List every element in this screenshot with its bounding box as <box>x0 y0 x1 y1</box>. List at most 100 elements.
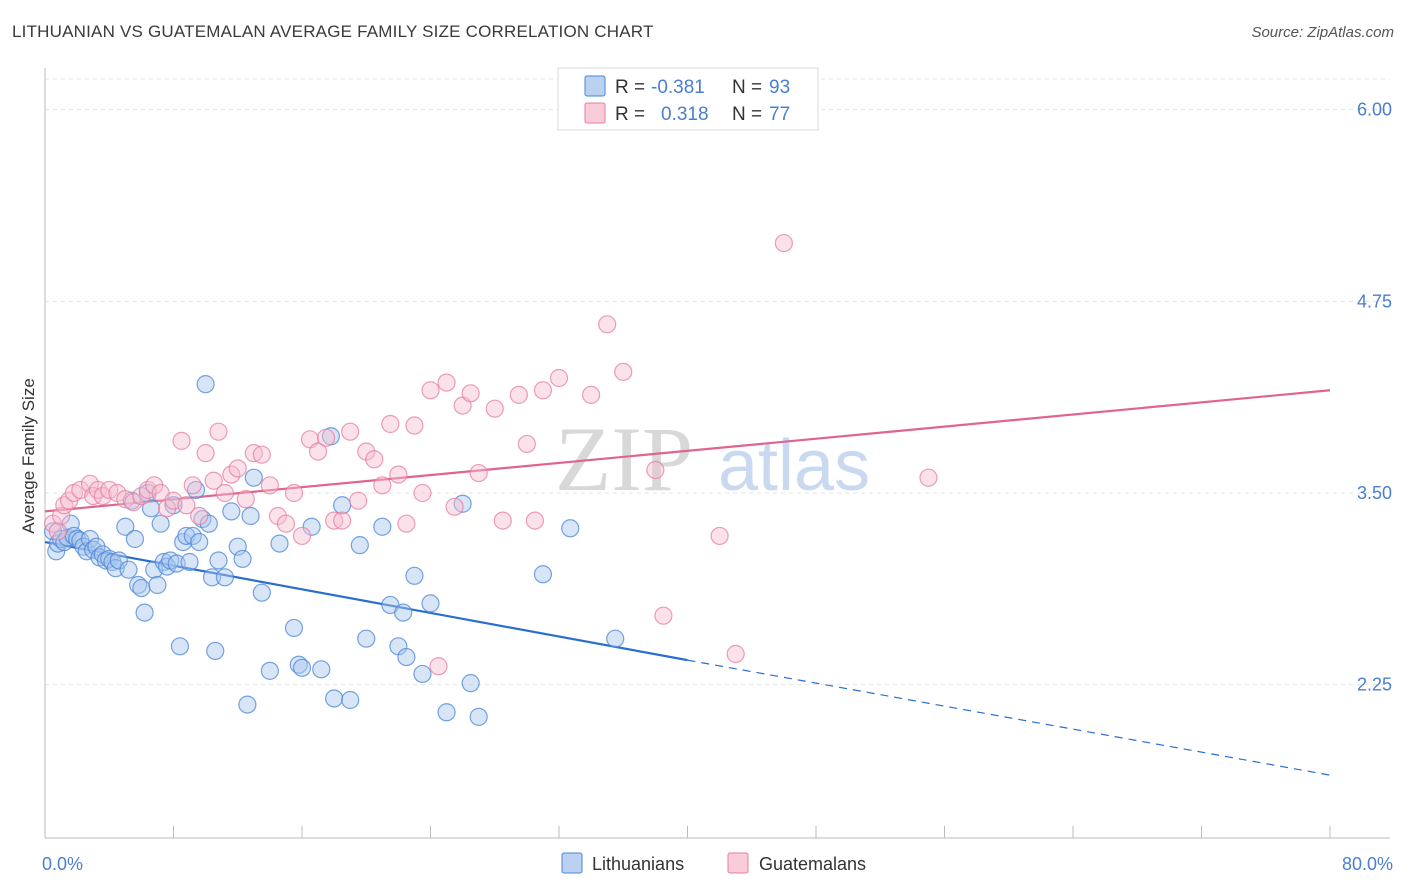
lithuanian-point <box>312 660 331 679</box>
chart-title: LITHUANIAN VS GUATEMALAN AVERAGE FAMILY … <box>12 22 654 41</box>
lithuanian-point <box>148 575 167 595</box>
lithuanian-point <box>302 517 321 536</box>
guatemalan-point <box>365 450 384 469</box>
guatemalan-point <box>429 657 448 676</box>
guatemalan-point <box>284 483 304 503</box>
legend-swatch-lithuanians <box>584 75 606 97</box>
guatemalan-point <box>549 368 569 388</box>
lithuanian-point <box>141 499 161 518</box>
lithuanian-point <box>413 664 432 684</box>
lithuanian-point <box>116 517 135 536</box>
guatemalan-point <box>654 606 673 625</box>
guatemalan-point <box>204 471 223 490</box>
legend-n-value-2: 77 <box>769 104 790 125</box>
lithuanian-point <box>561 519 580 538</box>
guatemalan-point <box>260 476 279 495</box>
guatemalan-point <box>341 422 360 441</box>
lithuanian-point <box>373 517 392 536</box>
guatemalan-point <box>373 476 392 495</box>
lithuanian-trend-extension <box>687 659 1331 776</box>
lithuanian-point <box>233 549 252 569</box>
guatemalan-point <box>646 460 665 480</box>
guatemalan-point <box>461 384 480 403</box>
guatemalan-point <box>533 381 553 400</box>
guatemalan-point <box>582 385 601 404</box>
lithuanian-point <box>170 637 190 656</box>
guatemalan-point <box>381 414 400 434</box>
lithuanian-point <box>437 703 456 722</box>
bottom-legend-guatemalans: Guatemalans <box>759 854 866 874</box>
guatemalan-point <box>333 511 352 530</box>
lithuanian-point <box>292 658 312 677</box>
legend: R = -0.381 N = 93 R = 0.318 N = 77 <box>557 67 819 131</box>
guatemalan-point <box>710 526 729 546</box>
legend-n-value-1: 93 <box>769 77 790 98</box>
guatemalan-point <box>493 511 512 530</box>
lithuanian-point <box>209 551 228 570</box>
lithuanian-point <box>119 560 138 579</box>
watermark-zip: ZIP <box>555 408 693 510</box>
guatemalan-point <box>405 416 424 435</box>
guatemalan-point <box>389 465 408 484</box>
guatemalan-point <box>209 422 228 441</box>
lithuanian-point <box>461 674 480 693</box>
lithuanian-point <box>193 509 212 529</box>
legend-swatch-guatemalans <box>584 102 606 124</box>
guatemalan-point <box>485 399 504 418</box>
guatemalan-point <box>421 381 440 400</box>
legend-r-label-2: R = <box>615 104 645 125</box>
guatemalan-point <box>525 511 545 530</box>
y-tick-label: 3.50 <box>1357 483 1392 503</box>
guatemalan-point <box>598 315 617 334</box>
legend-n-label-1: N = <box>732 77 762 98</box>
lithuanian-point <box>129 575 148 595</box>
guatemalan-point <box>509 385 528 404</box>
guatemalan-point <box>51 506 71 526</box>
guatemalan-point <box>774 233 793 253</box>
lithuanian-point <box>151 514 170 533</box>
guatemalan-point <box>215 483 234 503</box>
guatemalan-point <box>445 497 464 516</box>
lithuanian-point <box>190 532 209 552</box>
guatemalan-point <box>292 526 312 546</box>
lithuanian-point <box>244 468 263 487</box>
lithuanian-point <box>341 690 360 710</box>
lithuanian-point <box>469 707 488 726</box>
lithuanian-point <box>206 641 225 661</box>
guatemalan-point <box>84 486 103 506</box>
lithuanian-point <box>289 655 308 674</box>
y-tick-label: 4.75 <box>1357 291 1392 311</box>
lithuanian-point <box>260 661 279 680</box>
lithuanian-point <box>270 534 289 553</box>
guatemalan-point <box>177 496 196 515</box>
lithuanian-point <box>397 647 416 667</box>
guatemalan-point <box>183 476 202 495</box>
legend-r-label-1: R = <box>615 77 645 98</box>
lithuanian-point <box>533 565 553 584</box>
lithuanian-point <box>421 594 440 613</box>
guatemalan-points <box>43 233 938 676</box>
guatemalan-point <box>349 491 368 510</box>
x-tick-label-min: 0.0% <box>42 854 83 874</box>
bottom-legend: Lithuanians Guatemalans <box>561 852 866 874</box>
lithuanian-point <box>284 618 304 638</box>
guatemalan-point <box>228 459 247 478</box>
lithuanian-point <box>222 502 241 521</box>
lithuanian-point <box>202 568 222 587</box>
lithuanian-point <box>405 566 424 585</box>
guatemalan-point <box>190 506 209 526</box>
guatemalan-trend-line <box>44 389 1331 513</box>
guatemalan-point <box>437 373 456 392</box>
guatemalan-point <box>919 468 938 487</box>
lithuanian-point <box>333 496 352 515</box>
guatemalan-point <box>196 444 215 463</box>
lithuanian-point <box>180 552 199 572</box>
lithuanian-point <box>196 375 215 394</box>
guatemalan-point <box>172 431 191 450</box>
guatemalan-point <box>397 514 416 533</box>
lithuanian-point <box>215 568 234 587</box>
watermark-atlas: atlas <box>718 426 870 506</box>
axes <box>44 68 1390 839</box>
lithuanian-points <box>43 375 625 726</box>
